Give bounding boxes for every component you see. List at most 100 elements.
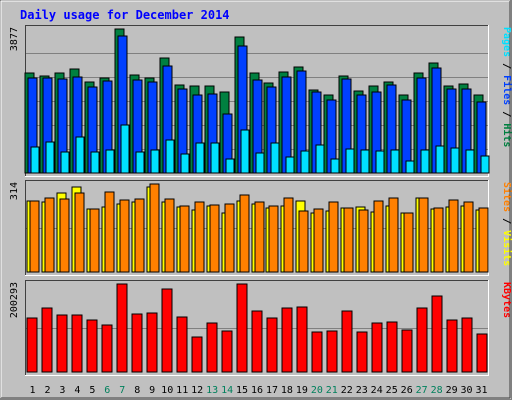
- bar-kbytes: [86, 319, 98, 373]
- bar-pages: [45, 141, 55, 174]
- bar-kbytes: [176, 316, 188, 373]
- bar-sites: [268, 205, 279, 273]
- bar-kbytes: [356, 331, 368, 373]
- bar-sites: [239, 194, 250, 273]
- bar-kbytes: [56, 314, 68, 373]
- bar-pages: [60, 151, 70, 174]
- x-tick-label: 19: [296, 385, 308, 396]
- x-tick-label: 2: [44, 385, 50, 396]
- bar-sites: [298, 210, 309, 273]
- bar-pages: [390, 149, 400, 174]
- legend-item-sites: Sites: [501, 182, 512, 212]
- x-tick-label: 6: [104, 385, 110, 396]
- bar-kbytes: [446, 319, 458, 373]
- bar-sites: [313, 208, 324, 273]
- bar-pages: [75, 136, 85, 174]
- bar-kbytes: [326, 330, 338, 373]
- x-tick-label: 15: [236, 385, 248, 396]
- bar-pages: [30, 146, 40, 174]
- bar-pages: [150, 149, 160, 174]
- bar-kbytes: [206, 322, 218, 373]
- bar-kbytes: [236, 283, 248, 373]
- x-tick-label: 25: [386, 385, 398, 396]
- x-tick-label: 17: [266, 385, 278, 396]
- bar-pages: [450, 147, 460, 174]
- bar-pages: [420, 149, 430, 174]
- x-tick-label: 8: [134, 385, 140, 396]
- bar-sites: [388, 197, 399, 273]
- bar-kbytes: [116, 283, 128, 373]
- bar-sites: [283, 197, 294, 273]
- bar-sites: [403, 212, 414, 273]
- bar-sites: [343, 207, 354, 273]
- legend-item-hits: Hits: [501, 123, 512, 147]
- bar-kbytes: [401, 329, 413, 373]
- bar-pages: [135, 151, 145, 174]
- x-tick-label: 23: [356, 385, 368, 396]
- bar-pages: [90, 151, 100, 174]
- bar-sites: [149, 183, 160, 273]
- x-tick-label: 20: [311, 385, 323, 396]
- bar-pages: [465, 149, 475, 174]
- bar-pages: [165, 139, 175, 174]
- bar-sites: [89, 208, 100, 273]
- x-tick-label: 12: [191, 385, 203, 396]
- bar-kbytes: [146, 312, 158, 373]
- legend-separator: /: [501, 212, 512, 230]
- bar-pages: [375, 150, 385, 174]
- bar-pages: [180, 153, 190, 174]
- bar-sites: [44, 197, 55, 273]
- bar-kbytes: [311, 331, 323, 373]
- legend-item-kbytes: KBytes: [501, 282, 512, 318]
- x-tick-label: 16: [251, 385, 263, 396]
- bar-kbytes: [251, 310, 263, 373]
- bar-sites: [104, 191, 115, 273]
- bar-sites: [328, 201, 339, 273]
- bar-pages: [120, 124, 130, 174]
- x-tick-label: 14: [221, 385, 233, 396]
- bar-kbytes: [341, 310, 353, 373]
- panel-visits-sites: 314 Sites / Visits: [9, 180, 512, 276]
- bar-sites: [448, 199, 459, 273]
- legend-separator: /: [501, 105, 512, 123]
- bar-kbytes: [221, 330, 233, 373]
- bar-sites: [59, 198, 70, 273]
- bar-pages: [315, 144, 325, 174]
- x-tick-label: 11: [176, 385, 188, 396]
- x-tick-label: 3: [59, 385, 65, 396]
- x-tick-label: 7: [119, 385, 125, 396]
- bar-sites: [134, 198, 145, 273]
- bar-pages: [435, 145, 445, 174]
- bar-pages: [210, 142, 220, 174]
- bar-sites: [179, 205, 190, 273]
- bar-kbytes: [41, 307, 53, 373]
- bar-kbytes: [71, 314, 83, 373]
- bar-pages: [360, 149, 370, 174]
- bar-pages: [300, 150, 310, 174]
- bar-kbytes: [191, 336, 203, 373]
- bar-pages: [345, 148, 355, 174]
- bar-pages: [195, 142, 205, 174]
- bar-sites: [433, 207, 444, 273]
- bar-kbytes: [431, 295, 443, 373]
- x-tick-label: 4: [74, 385, 80, 396]
- bar-kbytes: [416, 307, 428, 373]
- legend-hits-files-pages: Pages / Files / Hits: [501, 27, 512, 147]
- bar-sites: [463, 201, 474, 273]
- legend-item-pages: Pages: [501, 27, 512, 57]
- bar-kbytes: [296, 306, 308, 373]
- bar-sites: [373, 200, 384, 273]
- bar-sites: [224, 203, 235, 273]
- bar-pages: [285, 156, 295, 174]
- bar-kbytes: [371, 322, 383, 373]
- x-tick-label: 24: [371, 385, 383, 396]
- chart-title: Daily usage for December 2014: [20, 8, 230, 22]
- max-value-label: 3877: [9, 27, 20, 51]
- bar-sites: [119, 199, 130, 273]
- legend-visits-sites: Sites / Visits: [501, 182, 512, 266]
- bar-pages: [255, 152, 265, 174]
- chart-panels: 3877 Pages / Files / Hits 314 Sites / Visit…: [9, 25, 512, 376]
- max-value-label: 314: [9, 182, 20, 200]
- bar-sites: [74, 192, 85, 273]
- legend-item-files: Files: [501, 75, 512, 105]
